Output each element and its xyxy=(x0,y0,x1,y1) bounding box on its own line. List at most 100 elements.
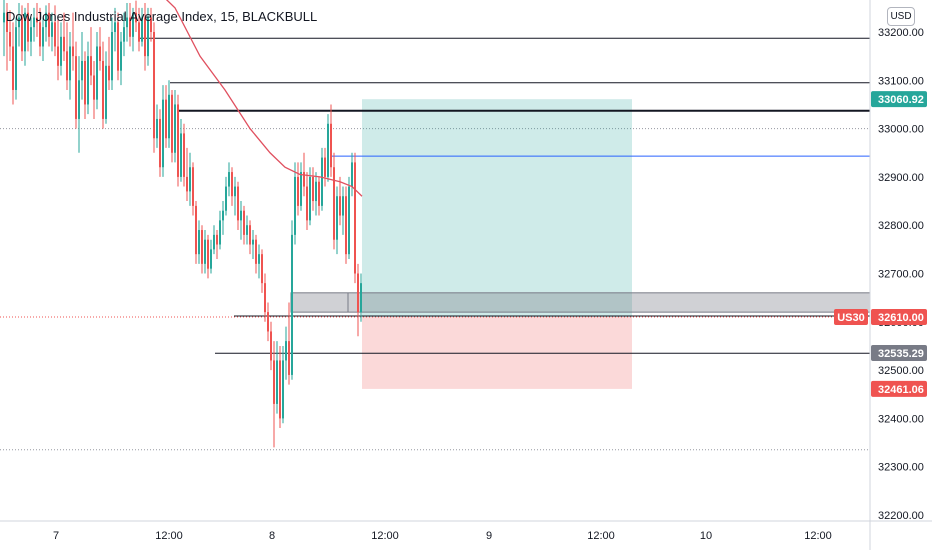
candle-body xyxy=(324,157,326,177)
candle-body xyxy=(171,94,173,153)
candle-body xyxy=(339,196,341,216)
candle-body xyxy=(129,17,131,37)
candle-body xyxy=(78,80,80,119)
candle-body xyxy=(306,186,308,221)
candle-body xyxy=(357,273,359,313)
candle-body xyxy=(210,249,212,269)
candle-body xyxy=(303,172,305,187)
candle-body xyxy=(231,172,233,197)
candle-body xyxy=(288,341,290,375)
candle-body xyxy=(258,254,260,264)
candle-body xyxy=(69,46,71,81)
candle-body xyxy=(21,17,23,52)
candle-body xyxy=(135,12,137,23)
candle-body xyxy=(51,22,53,37)
candle-body xyxy=(327,123,329,177)
candle-body xyxy=(93,75,95,100)
candle-body xyxy=(282,360,284,419)
candle-body xyxy=(264,283,266,313)
candle-body xyxy=(174,104,176,153)
candle-body xyxy=(276,360,278,404)
candle-body xyxy=(168,94,170,139)
symbol-badge-label: US30 xyxy=(837,312,865,324)
candle-body xyxy=(27,12,29,42)
candle-body xyxy=(294,176,296,235)
candle-body xyxy=(96,46,98,100)
candle-body xyxy=(234,186,236,197)
candle-body xyxy=(9,32,11,47)
candle-body xyxy=(246,225,248,235)
candle-body xyxy=(33,17,35,28)
time-tick-label: 12:00 xyxy=(371,530,399,542)
candle-body xyxy=(222,210,224,221)
candle-body xyxy=(237,186,239,221)
currency-button[interactable]: USD xyxy=(887,7,915,26)
price-tag xyxy=(871,345,927,362)
candle-body xyxy=(111,32,113,81)
candle-body xyxy=(333,167,335,240)
candle-body xyxy=(309,176,311,221)
candle-body xyxy=(147,17,149,57)
candle-body xyxy=(267,312,269,332)
candle-body xyxy=(132,12,134,37)
candle-body xyxy=(108,65,110,81)
candle-body xyxy=(216,234,218,245)
candle-body xyxy=(123,27,125,42)
candle-body xyxy=(183,133,185,177)
candle-body xyxy=(75,56,77,119)
candle-body xyxy=(342,196,344,216)
candle-body xyxy=(255,239,257,264)
price-tick-label: 32400.00 xyxy=(878,413,924,425)
candle-body xyxy=(291,234,293,375)
candle-body xyxy=(270,331,272,361)
price-tick-label: 33100.00 xyxy=(878,75,924,87)
time-tick-label: 10 xyxy=(700,530,712,542)
candle-body xyxy=(84,60,86,105)
price-tag xyxy=(871,91,927,108)
candle-body xyxy=(273,360,275,404)
candle-body xyxy=(348,186,350,255)
price-tag xyxy=(871,380,927,397)
time-tick-label: 9 xyxy=(486,530,492,542)
candle-body xyxy=(90,56,92,76)
candle-body xyxy=(249,225,251,245)
candle-body xyxy=(117,22,119,71)
position-target-zone[interactable] xyxy=(362,99,632,317)
candle-body xyxy=(204,239,206,264)
price-tick-label: 32200.00 xyxy=(878,510,924,522)
candle-body xyxy=(360,283,362,313)
candle-body xyxy=(189,167,191,192)
price-tick-label: 32700.00 xyxy=(878,269,924,281)
candle-body xyxy=(192,167,194,206)
candle-body xyxy=(321,157,323,206)
candle-body xyxy=(6,12,8,32)
candle-body xyxy=(150,17,152,32)
symbol-badge xyxy=(834,308,868,325)
candle-body xyxy=(24,12,26,52)
price-tick-label: 32300.00 xyxy=(878,462,924,474)
candle-body xyxy=(279,360,281,419)
price-tick-label: 32900.00 xyxy=(878,172,924,184)
price-tag-label: 32461.06 xyxy=(878,384,924,396)
candle-body xyxy=(312,176,314,202)
price-tag-label: 32610.00 xyxy=(878,312,924,324)
candle-body xyxy=(105,65,107,119)
candle-body xyxy=(219,220,221,245)
candle-body xyxy=(3,12,5,23)
candle-body xyxy=(297,176,299,206)
candle-body xyxy=(315,181,317,202)
candle-body xyxy=(63,36,65,52)
price-tick-label: 32800.00 xyxy=(878,220,924,232)
candle-body xyxy=(261,254,263,284)
candle-body xyxy=(159,118,161,168)
candle-body xyxy=(12,46,14,90)
time-tick-label: 7 xyxy=(53,530,59,542)
candle-body xyxy=(186,176,188,192)
time-tick-label: 12:00 xyxy=(587,530,615,542)
candle-body xyxy=(57,46,59,66)
candle-body xyxy=(345,196,347,255)
candle-body xyxy=(72,46,74,57)
range-rectangle[interactable] xyxy=(290,292,871,313)
candle-body xyxy=(39,22,41,47)
